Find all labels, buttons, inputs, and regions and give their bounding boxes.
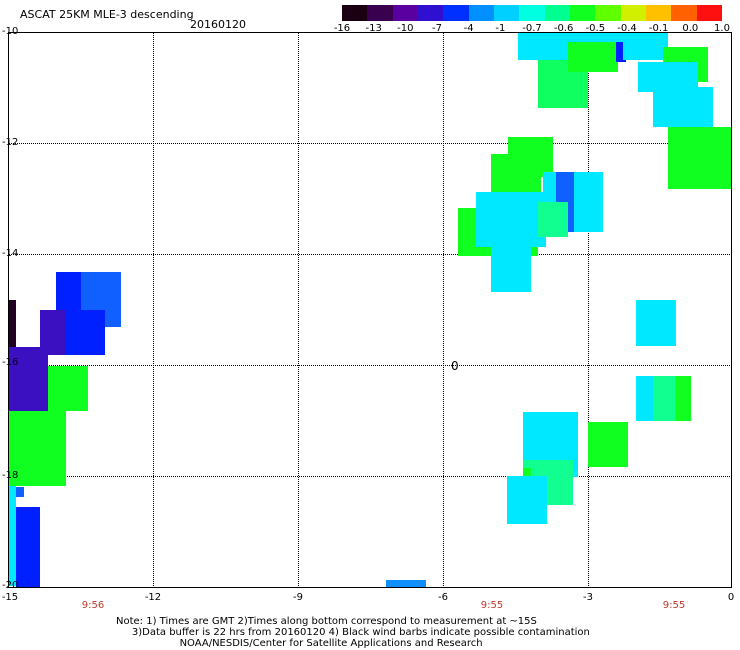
data-cell — [8, 486, 16, 586]
x-axis-label: -3 — [583, 592, 593, 603]
colorbar-tick-label: 1.0 — [714, 23, 730, 34]
data-cell — [568, 42, 618, 72]
colorbar-tick-label: -0.4 — [617, 23, 637, 34]
data-cell — [653, 87, 713, 127]
time-label: 9:55 — [662, 600, 686, 611]
map-title: ASCAT 25KM MLE-3 descending — [20, 8, 194, 21]
colorbar-tick-label: -10 — [397, 23, 414, 34]
wind-barb-icon: 0 — [451, 359, 459, 373]
grid-line — [8, 365, 732, 366]
data-cell — [8, 411, 66, 486]
x-axis-label: -12 — [144, 592, 162, 603]
data-cell — [623, 32, 668, 60]
colorbar-swatch — [342, 5, 368, 21]
data-cell — [476, 192, 546, 247]
grid-line — [153, 32, 154, 588]
data-cell — [386, 580, 426, 588]
colorbar-swatch — [595, 5, 621, 21]
colorbar-swatch — [468, 5, 494, 21]
footnote-line: Note: 1) Times are GMT 2)Times along bot… — [116, 616, 537, 627]
x-axis-label: -15 — [1, 592, 19, 603]
colorbar-tick-label: -0.5 — [585, 23, 606, 34]
data-cell — [668, 127, 732, 189]
y-axis-label: -18 — [2, 470, 19, 481]
data-cell — [616, 42, 626, 62]
data-cell — [491, 247, 531, 292]
colorbar-tick-label: -0.6 — [553, 23, 574, 34]
data-cell — [538, 202, 568, 237]
data-cell — [653, 376, 675, 421]
colorbar-tick-label: -16 — [333, 23, 351, 34]
data-cell — [48, 366, 88, 411]
colorbar-swatch — [544, 5, 570, 21]
colorbar-swatch — [645, 5, 672, 21]
grid-line — [8, 254, 732, 255]
grid-line — [298, 32, 299, 588]
colorbar-swatch — [696, 5, 722, 21]
data-cell — [56, 272, 81, 312]
x-axis-label: 0 — [727, 592, 735, 603]
x-axis-label: -6 — [438, 592, 448, 603]
map-date: 20160120 — [190, 18, 246, 31]
colorbar-swatch — [417, 5, 444, 21]
y-axis-label: -10 — [2, 26, 19, 37]
footnotes: Note: 1) Times are GMT 2)Times along bot… — [116, 616, 590, 649]
data-cell — [636, 300, 676, 346]
map-plot-area — [8, 32, 732, 588]
colorbar-tick-label: -0.1 — [648, 23, 669, 34]
grid-line — [8, 143, 732, 144]
colorbar-tick-label: 0.0 — [682, 23, 699, 34]
y-axis-label: -14 — [2, 248, 19, 259]
colorbar-tick-label: -7 — [432, 23, 442, 34]
colorbar-swatch — [671, 5, 697, 21]
y-axis-label: -12 — [2, 137, 19, 148]
colorbar-tick-label: -1 — [495, 23, 506, 34]
grid-line — [588, 32, 589, 588]
data-cell — [16, 507, 40, 587]
grid-line — [443, 32, 444, 588]
colorbar-swatch — [367, 5, 393, 21]
colorbar-swatch — [392, 5, 418, 21]
colorbar-swatch — [493, 5, 520, 21]
colorbar-tick-label: -13 — [365, 23, 382, 34]
grid-line — [8, 476, 732, 477]
data-cell — [523, 468, 531, 476]
data-cell — [8, 366, 48, 411]
colorbar-swatch — [443, 5, 469, 21]
colorbar — [342, 5, 722, 21]
colorbar-swatch — [569, 5, 596, 21]
colorbar-ticks: -16 -13 -10 -7 -4 -1 -0.7 -0.6 -0.5 -0.4 -0.1 0.0 1.… — [330, 23, 730, 37]
data-cell — [8, 347, 48, 367]
data-cell — [507, 476, 547, 524]
y-axis-label: -16 — [2, 357, 19, 368]
colorbar-swatch — [620, 5, 646, 21]
y-axis-label: -20 — [2, 580, 19, 591]
footnote-line: NOAA/NESDIS/Center for Satellite Applica… — [116, 638, 483, 649]
data-cell — [16, 487, 24, 497]
x-axis-label: -9 — [293, 592, 303, 603]
colorbar-tick-label: -0.7 — [522, 23, 542, 34]
data-cell — [8, 300, 16, 350]
footnote-line: 3)Data buffer is 22 hrs from 20160120 4)… — [116, 627, 590, 638]
time-label: 9:56 — [81, 600, 105, 611]
time-label: 9:55 — [480, 600, 504, 611]
colorbar-swatch — [519, 5, 545, 21]
colorbar-tick-label: -4 — [463, 23, 474, 34]
data-cell — [588, 422, 628, 467]
